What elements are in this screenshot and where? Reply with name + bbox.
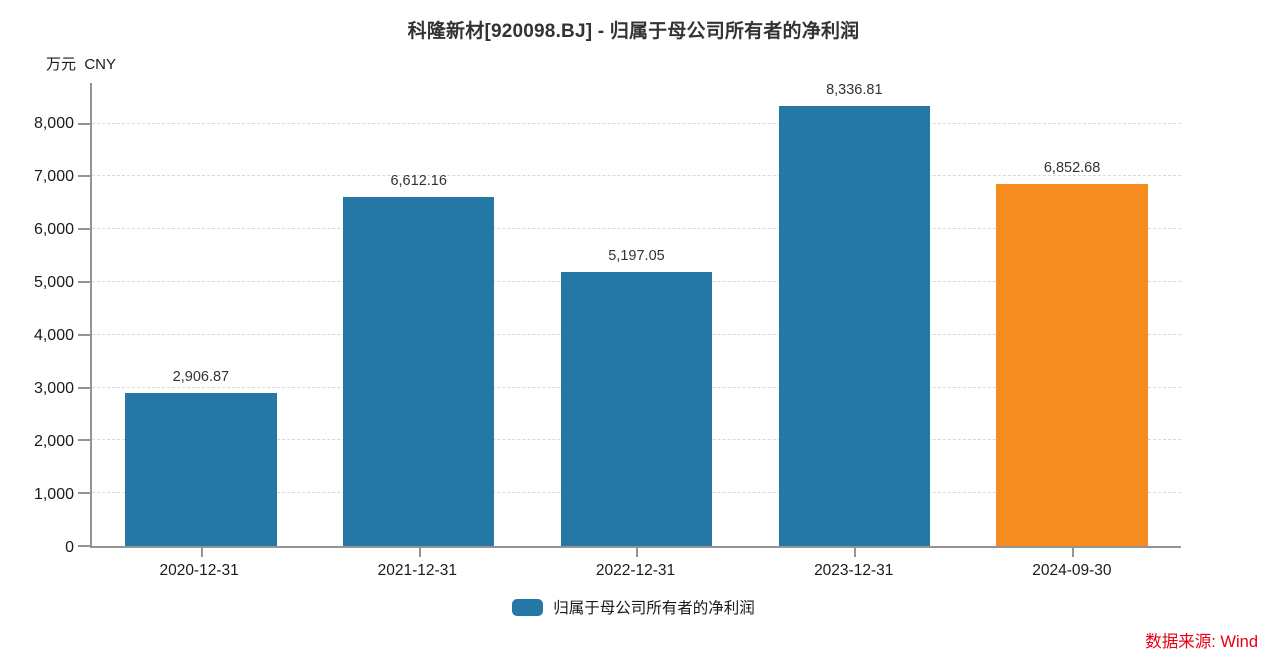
y-tick-mark [78, 281, 90, 284]
bar-2024-09-30 [996, 184, 1148, 546]
bar-column: 6,612.16 [310, 83, 528, 557]
x-tick-mark [636, 548, 639, 557]
gridline [92, 122, 1181, 124]
x-tick-mark [854, 548, 857, 557]
bar-value-label: 8,336.81 [826, 81, 883, 98]
gridline [92, 175, 1181, 177]
y-tick-mark [78, 545, 90, 547]
y-axis-tick-label: 2,000 [33, 432, 74, 450]
chart-title: 科隆新材[920098.BJ] - 归属于母公司所有者的净利润 [407, 21, 860, 42]
bar-2023-12-31 [778, 105, 930, 546]
x-axis-tick-label: 2024-09-30 [1032, 562, 1112, 579]
y-axis-tick-label: 3,000 [33, 379, 74, 397]
y-tick-mark [78, 439, 90, 442]
x-axis-tick-label: 2020-12-31 [159, 562, 239, 579]
x-axis-tick-label: 2021-12-31 [377, 562, 457, 579]
bar-value-label: 2,906.87 [172, 368, 230, 385]
data-source-label: 数据来源: Wind [1145, 633, 1258, 651]
x-axis-tick-label: 2023-12-31 [814, 562, 894, 579]
y-axis-tick-labels: 0 1,000 2,000 3,000 4,000 5,000 6,000 7,000 8,00… [0, 83, 74, 556]
bar-2022-12-31 [560, 271, 713, 546]
bar-series: 2,906.87 6,612.16 5,197.05 8,336.81 6,852.68 [92, 81, 1181, 557]
y-tick-mark [78, 228, 90, 231]
bar-2021-12-31 [343, 196, 495, 546]
legend: 归属于母公司所有者的净利润 [0, 596, 1267, 618]
bar-value-label: 6,852.68 [1043, 160, 1101, 177]
plot-area: 2,906.87 6,612.16 5,197.05 8,336.81 6,852.68 [78, 81, 1181, 557]
y-axis-tick-label: 5,000 [33, 273, 74, 291]
y-axis-tick-label: 7,000 [33, 167, 74, 185]
x-axis-tick-label: 2022-12-31 [595, 562, 676, 579]
bar-column: 8,336.81 [745, 81, 963, 557]
y-tick-mark [78, 122, 90, 125]
y-axis-tick-label: 0 [65, 539, 74, 556]
bar-value-label: 6,612.16 [390, 172, 447, 189]
y-axis-tick-label: 1,000 [33, 485, 74, 503]
legend-label: 归属于母公司所有者的净利润 [553, 600, 755, 617]
bar-column: 5,197.05 [528, 83, 746, 557]
x-tick-mark [1072, 548, 1075, 557]
bar-column: 6,852.68 [963, 83, 1181, 557]
y-tick-mark [78, 175, 90, 178]
x-axis-tick-labels: 2020-12-31 2021-12-31 2022-12-31 2023-12-31… [90, 562, 1181, 580]
y-tick-mark [78, 386, 90, 389]
x-tick-mark [418, 548, 421, 557]
legend-swatch [512, 598, 544, 616]
y-axis-unit-label: 万元 CNY [46, 56, 117, 73]
y-tick-mark [78, 492, 90, 495]
x-tick-mark [200, 548, 203, 557]
y-axis-tick-label: 8,000 [33, 114, 74, 132]
y-tick-mark [78, 333, 90, 336]
bar-2020-12-31 [125, 392, 277, 546]
gridline [92, 228, 1181, 230]
bar-column: 2,906.87 [92, 83, 310, 557]
bar-value-label: 5,197.05 [608, 247, 665, 264]
y-axis-tick-label: 6,000 [33, 220, 74, 238]
y-axis-tick-label: 4,000 [33, 326, 74, 344]
